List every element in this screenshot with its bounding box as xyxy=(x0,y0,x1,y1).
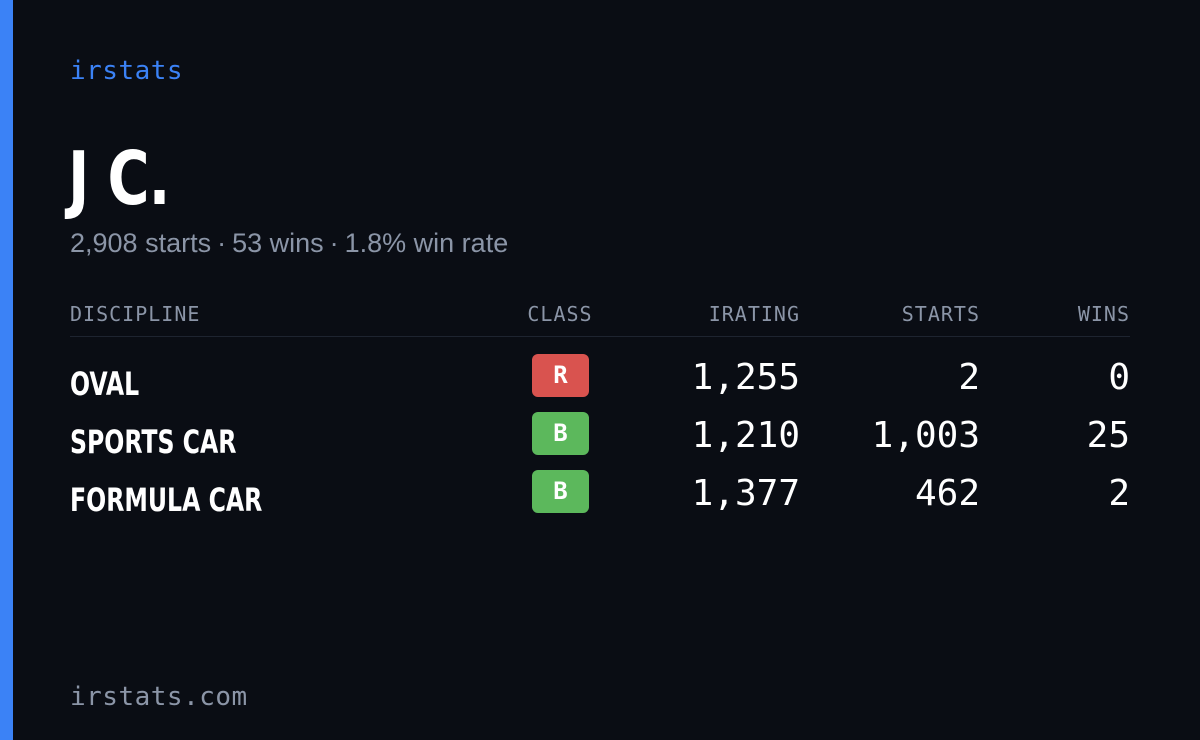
table-row: OVAL R 1,255 2 0 xyxy=(0,354,1200,412)
irating-value: 1,210 xyxy=(691,415,800,456)
license-class-badge: B xyxy=(532,470,589,513)
accent-bar xyxy=(0,0,13,740)
header-starts: STARTS xyxy=(901,302,980,326)
header-irating: IRATING xyxy=(708,302,800,326)
wins-value: 2 xyxy=(1108,473,1130,514)
header-divider xyxy=(70,336,1130,337)
discipline-label: FORMULA CAR xyxy=(70,481,263,519)
summary-win-rate: 1.8% win rate xyxy=(344,228,509,258)
wins-value: 25 xyxy=(1086,415,1130,456)
irating-value: 1,255 xyxy=(691,357,800,398)
header-wins: WINS xyxy=(1077,302,1130,326)
license-class-badge: B xyxy=(532,412,589,455)
footer-url: irstats.com xyxy=(70,682,248,712)
starts-value: 1,003 xyxy=(871,415,980,456)
starts-value: 462 xyxy=(914,473,980,514)
driver-name: J C. xyxy=(68,136,170,222)
discipline-label: OVAL xyxy=(70,365,140,403)
license-class-badge: R xyxy=(532,354,589,397)
wins-value: 0 xyxy=(1108,357,1130,398)
table-row: SPORTS CAR B 1,210 1,003 25 xyxy=(0,412,1200,470)
summary-separator: · xyxy=(329,228,339,258)
irating-value: 1,377 xyxy=(691,473,800,514)
header-discipline: DISCIPLINE xyxy=(70,302,201,326)
starts-value: 2 xyxy=(958,357,980,398)
summary-wins: 53 wins xyxy=(232,228,324,258)
brand-logo: irstats xyxy=(70,56,184,86)
driver-summary: 2,908 starts · 53 wins · 1.8% win rate xyxy=(70,228,508,259)
discipline-label: SPORTS CAR xyxy=(70,423,237,461)
summary-starts: 2,908 starts xyxy=(70,228,212,258)
header-class: CLASS xyxy=(527,302,593,326)
table-row: FORMULA CAR B 1,377 462 2 xyxy=(0,470,1200,528)
summary-separator: · xyxy=(217,228,227,258)
